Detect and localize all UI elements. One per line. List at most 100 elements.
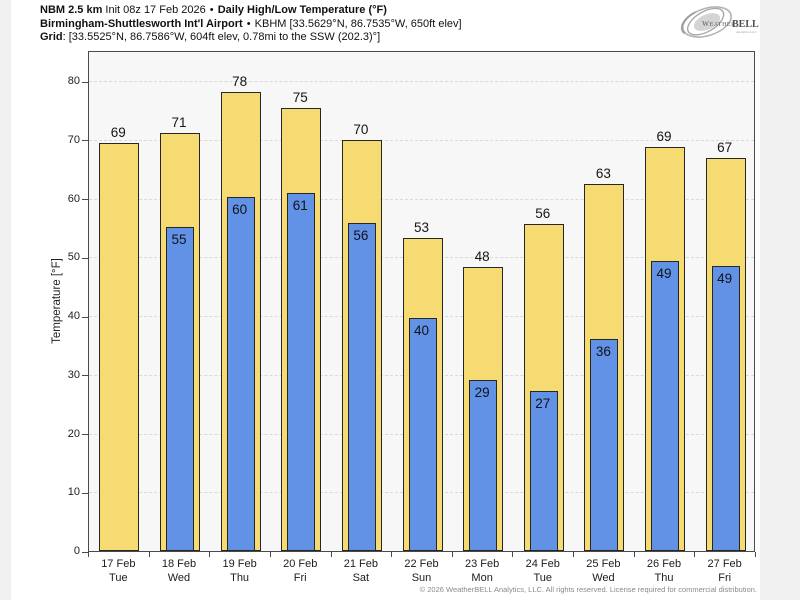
category-weekday: Thu xyxy=(654,572,674,584)
x-category-label: 18 Feb Wed xyxy=(148,557,210,585)
high-value-label: 67 xyxy=(717,140,733,156)
logo-text-bell: BELL xyxy=(732,19,759,30)
x-category-label: 22 Feb Sun xyxy=(391,557,453,585)
category-date: 24 Feb xyxy=(525,558,560,570)
category-date: 26 Feb xyxy=(646,558,682,570)
y-tick-70 xyxy=(82,140,88,142)
y-tick-label-0: 0 xyxy=(73,545,80,557)
bar-low-24-Feb xyxy=(529,391,558,551)
copyright-notice: © 2026 WeatherBELL Analytics, LLC. All r… xyxy=(419,585,757,594)
station-name: Birmingham-Shuttlesworth Int'l Airport xyxy=(40,17,243,30)
y-tick-40 xyxy=(82,316,88,318)
x-tick-10 xyxy=(694,552,696,557)
model-name: NBM 2.5 km xyxy=(40,4,103,16)
high-value-label: 69 xyxy=(656,128,672,144)
category-weekday: Fri xyxy=(718,572,732,584)
x-tick-5 xyxy=(391,552,393,557)
bar-low-22-Feb xyxy=(408,317,437,551)
x-category-label: 26 Feb Thu xyxy=(633,557,695,585)
x-category-label: 23 Feb Mon xyxy=(451,557,513,585)
x-category-label: 25 Feb Wed xyxy=(572,557,634,585)
bar-low-26-Feb xyxy=(651,260,680,551)
y-tick-label-80: 80 xyxy=(67,75,80,88)
low-value-label: 61 xyxy=(292,198,308,214)
category-weekday: Sun xyxy=(411,572,432,584)
x-category-label: 19 Feb Thu xyxy=(209,557,271,585)
high-value-label: 53 xyxy=(413,219,430,235)
category-date: 20 Feb xyxy=(283,558,318,570)
chart-header: NBM 2.5 km Init 08z 17 Feb 2026 • Daily … xyxy=(40,4,462,45)
header-line-3: Grid: [33.5525°N, 86.7586°W, 604ft elev,… xyxy=(40,31,462,45)
x-category-label: 21 Feb Sat xyxy=(330,557,392,585)
high-value-label: 71 xyxy=(171,115,187,131)
weatherbell-logo: WEATHER BELL Analytics LLC xyxy=(680,6,759,38)
y-tick-label-20: 20 xyxy=(67,427,80,440)
low-value-label: 29 xyxy=(474,385,490,401)
bar-low-25-Feb xyxy=(590,338,619,551)
y-tick-label-40: 40 xyxy=(67,310,80,323)
x-tick-4 xyxy=(330,552,332,557)
swirl-icon xyxy=(680,6,732,38)
category-date: 19 Feb xyxy=(222,558,257,570)
x-tick-0 xyxy=(88,552,89,557)
category-date: 25 Feb xyxy=(586,558,621,570)
x-tick-3 xyxy=(269,552,271,557)
bullet-separator: • xyxy=(246,17,251,30)
category-weekday: Tue xyxy=(533,572,553,584)
bar-low-19-Feb xyxy=(226,197,255,551)
low-value-label: 36 xyxy=(595,343,611,359)
left-margin-band xyxy=(0,0,11,600)
low-value-label: 55 xyxy=(171,232,187,248)
category-date: 22 Feb xyxy=(404,558,439,570)
y-tick-label-70: 70 xyxy=(67,133,80,146)
category-weekday: Tue xyxy=(109,572,128,584)
x-tick-9 xyxy=(633,552,635,557)
high-value-label: 69 xyxy=(110,124,126,140)
y-tick-50 xyxy=(82,257,88,259)
x-category-label: 27 Feb Fri xyxy=(694,557,756,585)
y-tick-label-60: 60 xyxy=(67,192,80,205)
category-date: 17 Feb xyxy=(101,558,136,570)
category-weekday: Wed xyxy=(592,572,615,584)
low-value-label: 40 xyxy=(413,322,430,338)
grid-label: Grid xyxy=(40,31,63,43)
y-tick-20 xyxy=(82,434,88,436)
bar-low-20-Feb xyxy=(287,193,316,551)
header-line-2: Birmingham-Shuttlesworth Int'l Airport •… xyxy=(40,18,462,32)
category-date: 21 Feb xyxy=(343,558,378,570)
x-tick-1 xyxy=(148,552,150,557)
gridline-60 xyxy=(89,198,754,200)
high-value-label: 48 xyxy=(474,249,490,265)
category-weekday: Mon xyxy=(471,572,493,584)
right-margin-band xyxy=(760,0,800,600)
bar-low-18-Feb xyxy=(165,227,194,551)
x-tick-2 xyxy=(209,552,211,557)
y-tick-label-30: 30 xyxy=(67,368,80,381)
gridline-70 xyxy=(89,139,754,141)
init-time: Init 08z 17 Feb 2026 xyxy=(105,4,206,16)
x-tick-7 xyxy=(512,552,514,557)
category-date: 23 Feb xyxy=(465,558,500,570)
category-weekday: Wed xyxy=(167,572,191,584)
y-tick-80 xyxy=(82,81,88,83)
y-tick-60 xyxy=(82,199,88,201)
x-tick-11 xyxy=(755,552,756,557)
category-weekday: Sat xyxy=(352,572,370,584)
low-value-label: 27 xyxy=(535,396,551,412)
high-value-label: 75 xyxy=(292,89,308,105)
category-weekday: Thu xyxy=(230,572,250,584)
low-value-label: 56 xyxy=(353,228,369,244)
y-tick-label-10: 10 xyxy=(67,486,80,499)
x-category-label: 17 Feb Tue xyxy=(87,557,149,585)
y-tick-0 xyxy=(82,551,88,553)
logo-text-weather: WEATHER xyxy=(702,19,736,28)
station-detail: KBHM [33.5629°N, 86.7535°W, 650ft elev] xyxy=(254,17,462,30)
product-title: Daily High/Low Temperature (°F) xyxy=(217,4,387,16)
logo-tagline: Analytics LLC xyxy=(736,30,758,34)
grid-detail: : [33.5525°N, 86.7586°W, 604ft elev, 0.7… xyxy=(62,31,381,43)
low-value-label: 49 xyxy=(656,265,672,281)
category-weekday: Fri xyxy=(293,572,307,584)
high-value-label: 70 xyxy=(353,122,369,138)
header-line-1: NBM 2.5 km Init 08z 17 Feb 2026 • Daily … xyxy=(40,4,462,18)
